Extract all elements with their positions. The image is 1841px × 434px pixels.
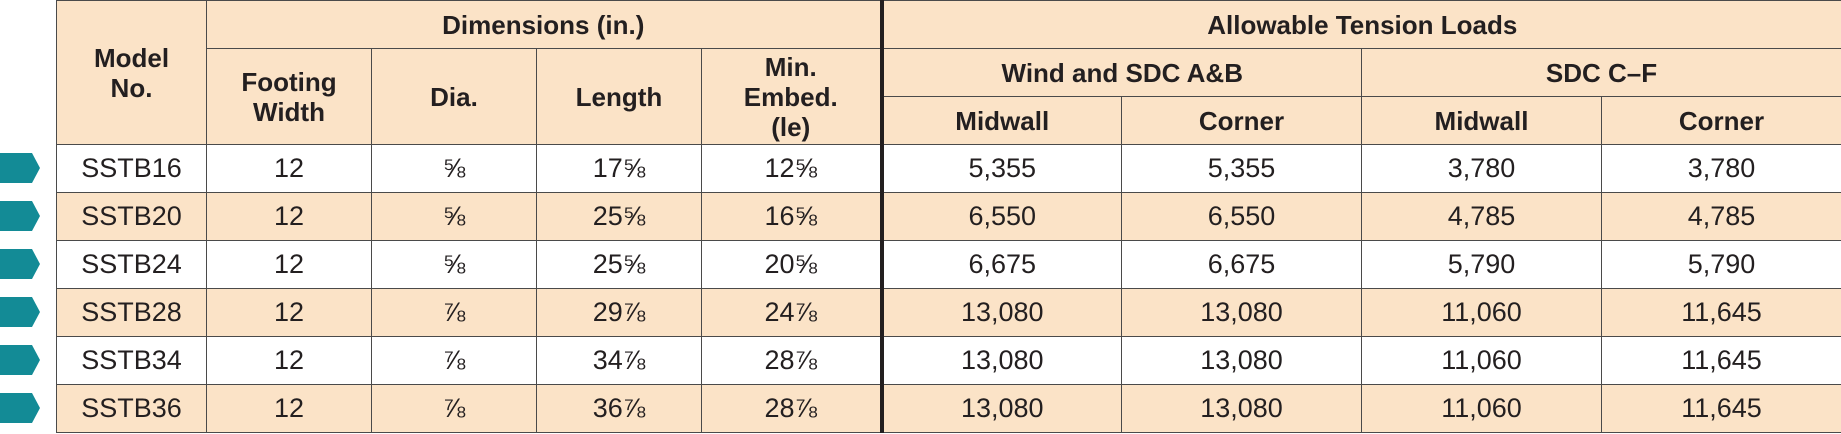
table-row: SSTB24 12 ⅝ 25⅝ 20⅝ 6,675 6,675 5,790 5,… — [56, 240, 1841, 289]
cell-dia: ⅞ — [371, 336, 537, 385]
cell-length: 17⅝ — [536, 144, 702, 193]
cell-dia: ⅞ — [371, 288, 537, 337]
cell-embed: 28⅞ — [701, 336, 884, 385]
row-markers — [0, 0, 40, 434]
header-length: Length — [536, 48, 702, 145]
cell-length: 29⅞ — [536, 288, 702, 337]
cell-wind-midwall: 13,080 — [881, 288, 1122, 337]
cell-embed: 24⅞ — [701, 288, 884, 337]
cell-model: SSTB16 — [56, 144, 207, 193]
cell-sdc-midwall: 4,785 — [1361, 192, 1602, 241]
cell-footing: 12 — [206, 144, 372, 193]
cell-sdc-corner: 11,645 — [1600, 384, 1841, 433]
cell-wind-midwall: 6,550 — [881, 192, 1122, 241]
cell-dia: ⅝ — [371, 144, 537, 193]
cell-sdc-corner: 11,645 — [1600, 336, 1841, 385]
cell-wind-corner: 6,675 — [1121, 240, 1362, 289]
table-row: SSTB28 12 ⅞ 29⅞ 24⅞ 13,080 13,080 11,060… — [56, 288, 1841, 337]
cell-wind-corner: 6,550 — [1121, 192, 1362, 241]
cell-footing: 12 — [206, 336, 372, 385]
arrow-tab-icon — [0, 249, 40, 279]
cell-sdc-corner: 4,785 — [1600, 192, 1841, 241]
cell-sdc-midwall: 11,060 — [1361, 336, 1602, 385]
arrow-tab-icon — [0, 345, 40, 375]
cell-model: SSTB24 — [56, 240, 207, 289]
cell-dia: ⅝ — [371, 192, 537, 241]
arrow-tab-icon — [0, 201, 40, 231]
cell-length: 25⅝ — [536, 240, 702, 289]
cell-sdc-midwall: 5,790 — [1361, 240, 1602, 289]
cell-length: 36⅞ — [536, 384, 702, 433]
cell-embed: 16⅝ — [701, 192, 884, 241]
header-dia: Dia. — [371, 48, 537, 145]
cell-model: SSTB28 — [56, 288, 207, 337]
table-row: SSTB36 12 ⅞ 36⅞ 28⅞ 13,080 13,080 11,060… — [56, 384, 1841, 433]
cell-model: SSTB34 — [56, 336, 207, 385]
cell-wind-midwall: 6,675 — [881, 240, 1122, 289]
cell-sdc-midwall: 11,060 — [1361, 384, 1602, 433]
cell-wind-corner: 13,080 — [1121, 384, 1362, 433]
cell-sdc-midwall: 3,780 — [1361, 144, 1602, 193]
cell-footing: 12 — [206, 192, 372, 241]
arrow-tab-icon — [0, 153, 40, 183]
cell-embed: 20⅝ — [701, 240, 884, 289]
header-allowable-loads: Allowable Tension Loads — [880, 0, 1841, 49]
cell-footing: 12 — [206, 288, 372, 337]
header-sdc-corner: Corner — [1600, 96, 1841, 145]
header-sdc-midwall: Midwall — [1361, 96, 1602, 145]
anchor-load-table: Model No. Dimensions (in.) Allowable Ten… — [56, 0, 1841, 433]
cell-embed: 12⅝ — [701, 144, 884, 193]
table-container: Model No. Dimensions (in.) Allowable Ten… — [56, 0, 1841, 433]
cell-wind-corner: 5,355 — [1121, 144, 1362, 193]
header-wind-corner: Corner — [1121, 96, 1362, 145]
header-dimensions: Dimensions (in.) — [206, 0, 884, 49]
arrow-tab-icon — [0, 393, 40, 423]
cell-embed: 28⅞ — [701, 384, 884, 433]
table-row: SSTB16 12 ⅝ 17⅝ 12⅝ 5,355 5,355 3,780 3,… — [56, 144, 1841, 193]
arrow-tab-icon — [0, 297, 40, 327]
table-row: SSTB20 12 ⅝ 25⅝ 16⅝ 6,550 6,550 4,785 4,… — [56, 192, 1841, 241]
cell-footing: 12 — [206, 384, 372, 433]
cell-sdc-midwall: 11,060 — [1361, 288, 1602, 337]
cell-model: SSTB36 — [56, 384, 207, 433]
header-model: Model No. — [56, 0, 207, 145]
cell-footing: 12 — [206, 240, 372, 289]
header-wind-midwall: Midwall — [881, 96, 1122, 145]
cell-sdc-corner: 11,645 — [1600, 288, 1841, 337]
cell-model: SSTB20 — [56, 192, 207, 241]
header-min-embed: Min. Embed. (le) — [701, 48, 884, 145]
cell-wind-corner: 13,080 — [1121, 336, 1362, 385]
table-row: SSTB34 12 ⅞ 34⅞ 28⅞ 13,080 13,080 11,060… — [56, 336, 1841, 385]
cell-dia: ⅝ — [371, 240, 537, 289]
header-footing-width: Footing Width — [206, 48, 372, 145]
cell-wind-midwall: 13,080 — [881, 336, 1122, 385]
cell-sdc-corner: 3,780 — [1600, 144, 1841, 193]
cell-wind-midwall: 13,080 — [881, 384, 1122, 433]
cell-sdc-corner: 5,790 — [1600, 240, 1841, 289]
cell-length: 34⅞ — [536, 336, 702, 385]
cell-length: 25⅝ — [536, 192, 702, 241]
cell-dia: ⅞ — [371, 384, 537, 433]
header-sdc: SDC C–F — [1360, 48, 1841, 97]
header-wind: Wind and SDC A&B — [881, 48, 1362, 97]
cell-wind-midwall: 5,355 — [881, 144, 1122, 193]
cell-wind-corner: 13,080 — [1121, 288, 1362, 337]
